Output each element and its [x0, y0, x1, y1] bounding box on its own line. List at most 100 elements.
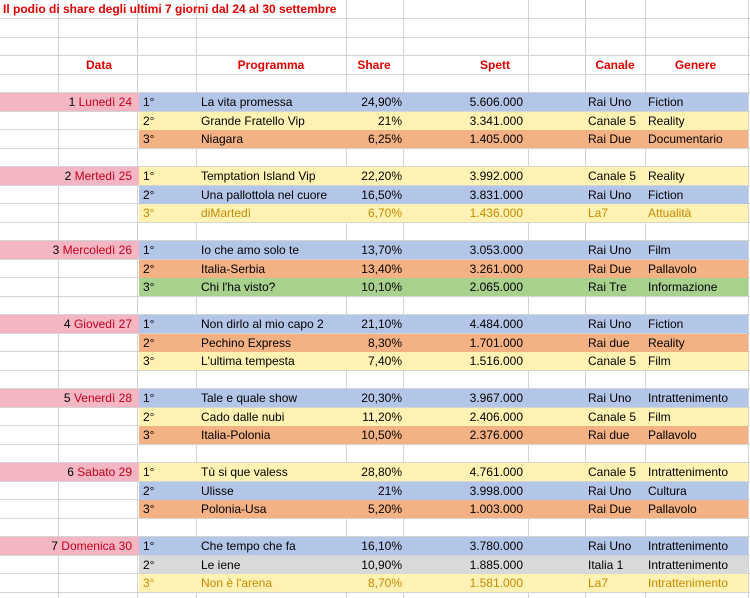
rank-cell[interactable]: 1°: [143, 465, 155, 479]
canale-cell[interactable]: Italia 1: [588, 558, 624, 572]
day-label[interactable]: 6 Sabato 29: [0, 463, 136, 481]
spett-cell[interactable]: 3.998.000: [469, 484, 523, 498]
share-cell[interactable]: 10,90%: [361, 558, 402, 572]
rank-cell[interactable]: 2°: [143, 188, 155, 202]
canale-cell[interactable]: Canale 5: [588, 114, 637, 128]
share-cell[interactable]: 24,90%: [361, 95, 402, 109]
spett-cell[interactable]: 3.780.000: [469, 539, 523, 553]
rank-cell[interactable]: 3°: [143, 428, 155, 442]
canale-cell[interactable]: Rai Uno: [588, 188, 632, 202]
rank-cell[interactable]: 1°: [143, 391, 155, 405]
spett-cell[interactable]: 3.831.000: [469, 188, 523, 202]
genere-cell[interactable]: Fiction: [648, 95, 684, 109]
day-label[interactable]: 7 Domenica 30: [0, 537, 136, 555]
genere-cell[interactable]: Intrattenimento: [648, 576, 729, 590]
share-cell[interactable]: 21%: [377, 484, 402, 498]
share-cell[interactable]: 6,70%: [367, 206, 402, 220]
rank-cell[interactable]: 1°: [143, 243, 155, 257]
canale-cell[interactable]: Rai Uno: [588, 484, 632, 498]
canale-cell[interactable]: Canale 5: [588, 465, 637, 479]
share-cell[interactable]: 7,40%: [367, 354, 402, 368]
share-cell[interactable]: 16,50%: [361, 188, 402, 202]
programma-cell[interactable]: La vita promessa: [201, 95, 293, 109]
genere-cell[interactable]: Intrattenimento: [648, 558, 729, 572]
programma-cell[interactable]: Temptation Island Vip: [201, 169, 316, 183]
genere-cell[interactable]: Intrattenimento: [648, 391, 729, 405]
rank-cell[interactable]: 2°: [143, 410, 155, 424]
programma-cell[interactable]: Niagara: [201, 132, 244, 146]
spett-cell[interactable]: 1.436.000: [469, 206, 523, 220]
spett-cell[interactable]: 4.761.000: [469, 465, 523, 479]
canale-cell[interactable]: Rai due: [588, 336, 630, 350]
rank-cell[interactable]: 1°: [143, 169, 155, 183]
share-cell[interactable]: 13,40%: [361, 262, 402, 276]
rank-cell[interactable]: 2°: [143, 262, 155, 276]
spett-cell[interactable]: 1.701.000: [469, 336, 523, 350]
rank-cell[interactable]: 3°: [143, 280, 155, 294]
spett-cell[interactable]: 2.376.000: [469, 428, 523, 442]
share-cell[interactable]: 22,20%: [361, 169, 402, 183]
canale-cell[interactable]: Canale 5: [588, 410, 637, 424]
programma-cell[interactable]: Cado dalle nubi: [201, 410, 285, 424]
canale-cell[interactable]: Rai Uno: [588, 317, 632, 331]
programma-cell[interactable]: Polonia-Usa: [201, 502, 267, 516]
canale-cell[interactable]: Canale 5: [588, 354, 637, 368]
day-label[interactable]: 4 Giovedì 27: [0, 315, 136, 333]
genere-cell[interactable]: Reality: [648, 169, 685, 183]
share-cell[interactable]: 6,25%: [367, 132, 402, 146]
rank-cell[interactable]: 3°: [143, 354, 155, 368]
genere-cell[interactable]: Reality: [648, 336, 685, 350]
genere-cell[interactable]: Fiction: [648, 317, 684, 331]
day-label[interactable]: 5 Venerdì 28: [0, 389, 136, 407]
share-cell[interactable]: 5,20%: [367, 502, 402, 516]
rank-cell[interactable]: 2°: [143, 114, 155, 128]
canale-cell[interactable]: La7: [588, 206, 609, 220]
programma-cell[interactable]: diMartedì: [201, 206, 252, 220]
genere-cell[interactable]: Film: [648, 354, 671, 368]
programma-cell[interactable]: Tale e quale show: [201, 391, 298, 405]
genere-cell[interactable]: Attualità: [648, 206, 692, 220]
rank-cell[interactable]: 3°: [143, 206, 155, 220]
programma-cell[interactable]: Una pallottola nel cuore: [201, 188, 328, 202]
share-cell[interactable]: 16,10%: [361, 539, 402, 553]
genere-cell[interactable]: Film: [648, 243, 671, 257]
share-cell[interactable]: 20,30%: [361, 391, 402, 405]
genere-cell[interactable]: Cultura: [648, 484, 687, 498]
programma-cell[interactable]: Io che amo solo te: [201, 243, 300, 257]
canale-cell[interactable]: Rai Uno: [588, 95, 632, 109]
canale-cell[interactable]: Rai Tre: [588, 280, 627, 294]
programma-cell[interactable]: Grande Fratello Vip: [201, 114, 305, 128]
canale-cell[interactable]: Rai due: [588, 428, 630, 442]
rank-cell[interactable]: 3°: [143, 576, 155, 590]
genere-cell[interactable]: Documentario: [648, 132, 723, 146]
genere-cell[interactable]: Intrattenimento: [648, 465, 729, 479]
programma-cell[interactable]: Chi l'ha visto?: [201, 280, 276, 294]
spett-cell[interactable]: 1.003.000: [469, 502, 523, 516]
rank-cell[interactable]: 2°: [143, 558, 155, 572]
spett-cell[interactable]: 3.967.000: [469, 391, 523, 405]
programma-cell[interactable]: Pechino Express: [201, 336, 292, 350]
genere-cell[interactable]: Intrattenimento: [648, 539, 729, 553]
share-cell[interactable]: 8,30%: [367, 336, 402, 350]
share-cell[interactable]: 13,70%: [361, 243, 402, 257]
share-cell[interactable]: 10,10%: [361, 280, 402, 294]
programma-cell[interactable]: L'ultima tempesta: [201, 354, 295, 368]
share-cell[interactable]: 10,50%: [361, 428, 402, 442]
rank-cell[interactable]: 1°: [143, 539, 155, 553]
spett-cell[interactable]: 3.992.000: [469, 169, 523, 183]
rank-cell[interactable]: 3°: [143, 132, 155, 146]
canale-cell[interactable]: Rai Uno: [588, 391, 632, 405]
spett-cell[interactable]: 1.516.000: [469, 354, 523, 368]
day-label[interactable]: 3 Mercoledì 26: [0, 241, 136, 259]
genere-cell[interactable]: Reality: [648, 114, 685, 128]
share-cell[interactable]: 11,20%: [362, 410, 402, 424]
spett-cell[interactable]: 2.406.000: [469, 410, 523, 424]
spett-cell[interactable]: 5.606.000: [469, 95, 523, 109]
canale-cell[interactable]: Canale 5: [588, 169, 637, 183]
rank-cell[interactable]: 3°: [143, 502, 155, 516]
spett-cell[interactable]: 3.261.000: [469, 262, 523, 276]
rank-cell[interactable]: 1°: [143, 317, 155, 331]
programma-cell[interactable]: Che tempo che fa: [201, 539, 296, 553]
day-label[interactable]: 2 Mertedì 25: [0, 167, 136, 185]
spett-cell[interactable]: 3.053.000: [469, 243, 523, 257]
